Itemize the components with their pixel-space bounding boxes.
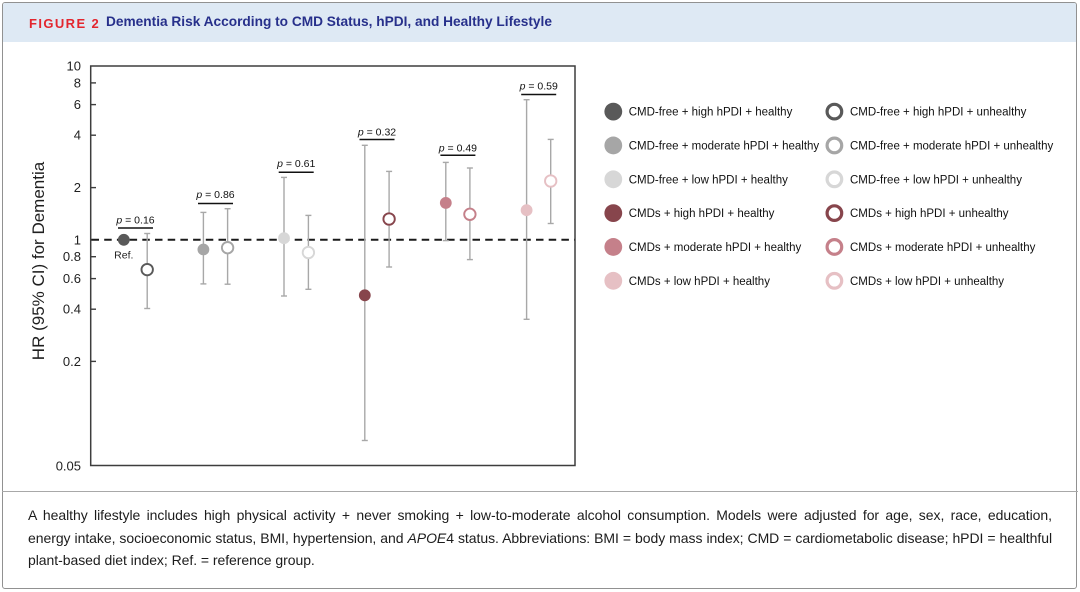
svg-text:p = 0.86: p = 0.86 xyxy=(195,189,234,201)
svg-text:CMD-free + high hPDI + unhealt: CMD-free + high hPDI + unhealthy xyxy=(850,107,1027,119)
svg-text:8: 8 xyxy=(74,75,81,90)
svg-text:CMDs + low hPDI + unhealthy: CMDs + low hPDI + unhealthy xyxy=(850,276,1004,288)
svg-text:CMDs + moderate hPDI + healthy: CMDs + moderate hPDI + healthy xyxy=(629,242,802,254)
svg-text:CMD-free + low hPDI + healthy: CMD-free + low hPDI + healthy xyxy=(629,174,788,186)
svg-text:CMD-free + low hPDI + unhealth: CMD-free + low hPDI + unhealthy xyxy=(850,174,1022,186)
svg-text:0.4: 0.4 xyxy=(63,302,81,317)
svg-text:CMD-free + moderate hPDI + hea: CMD-free + moderate hPDI + healthy xyxy=(629,140,820,152)
svg-text:0.6: 0.6 xyxy=(63,271,81,286)
svg-text:p = 0.16: p = 0.16 xyxy=(115,214,154,226)
svg-text:CMDs + moderate hPDI + unhealt: CMDs + moderate hPDI + unhealthy xyxy=(850,242,1036,254)
svg-text:p = 0.49: p = 0.49 xyxy=(438,142,477,154)
svg-text:6: 6 xyxy=(74,97,81,112)
svg-text:4: 4 xyxy=(74,128,81,143)
svg-text:Ref.: Ref. xyxy=(114,250,133,262)
svg-text:2: 2 xyxy=(74,180,81,195)
svg-text:CMD-free + moderate hPDI + unh: CMD-free + moderate hPDI + unhealthy xyxy=(850,140,1054,152)
svg-text:1: 1 xyxy=(74,232,81,247)
svg-text:CMD-free + high hPDI + healthy: CMD-free + high hPDI + healthy xyxy=(629,107,793,119)
svg-text:p = 0.61: p = 0.61 xyxy=(276,158,315,170)
svg-text:p = 0.59: p = 0.59 xyxy=(519,80,558,92)
svg-text:p = 0.32: p = 0.32 xyxy=(357,126,396,138)
svg-text:HR (95% CI) for Dementia: HR (95% CI) for Dementia xyxy=(29,161,48,360)
svg-text:0.2: 0.2 xyxy=(63,354,81,369)
svg-text:0.8: 0.8 xyxy=(63,249,81,264)
svg-text:CMDs + high hPDI + healthy: CMDs + high hPDI + healthy xyxy=(629,208,775,220)
svg-text:CMDs + low hPDI + healthy: CMDs + low hPDI + healthy xyxy=(629,276,771,288)
svg-text:10: 10 xyxy=(67,59,81,74)
svg-text:CMDs + high hPDI + unhealthy: CMDs + high hPDI + unhealthy xyxy=(850,208,1009,220)
svg-text:0.05: 0.05 xyxy=(56,458,81,473)
